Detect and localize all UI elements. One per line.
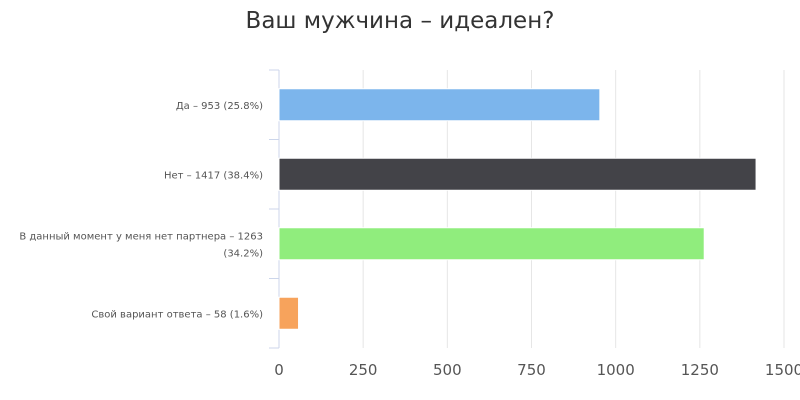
bar[interactable] (278, 157, 757, 191)
category-label: Нет – 1417 (38.4%) (164, 170, 263, 181)
x-tick-label: 500 (433, 361, 462, 379)
category-label: Свой вариант ответа – 58 (1.6%) (91, 309, 263, 320)
category-label: Да – 953 (25.8%) (176, 101, 263, 112)
x-tick-label: 250 (349, 361, 378, 379)
x-axis-ticks: 0 250 500 750 1000 1250 1500 (274, 361, 800, 379)
x-tick-label: 1000 (597, 361, 635, 379)
chart-title: Ваш мужчина – идеален? (245, 8, 555, 34)
bars (278, 88, 757, 330)
x-tick-label: 750 (517, 361, 546, 379)
category-label: (34.2%) (223, 248, 263, 259)
bar[interactable] (278, 296, 300, 330)
category-label: В данный момент у меня нет партнера – 12… (19, 231, 263, 242)
x-tick-label: 1250 (681, 361, 719, 379)
category-labels: Да – 953 (25.8%) Нет – 1417 (38.4%) В данн… (19, 101, 263, 321)
bar[interactable] (278, 88, 601, 122)
x-tick-label: 0 (274, 361, 284, 379)
bar[interactable] (278, 227, 705, 261)
x-tick-label: 1500 (765, 361, 800, 379)
